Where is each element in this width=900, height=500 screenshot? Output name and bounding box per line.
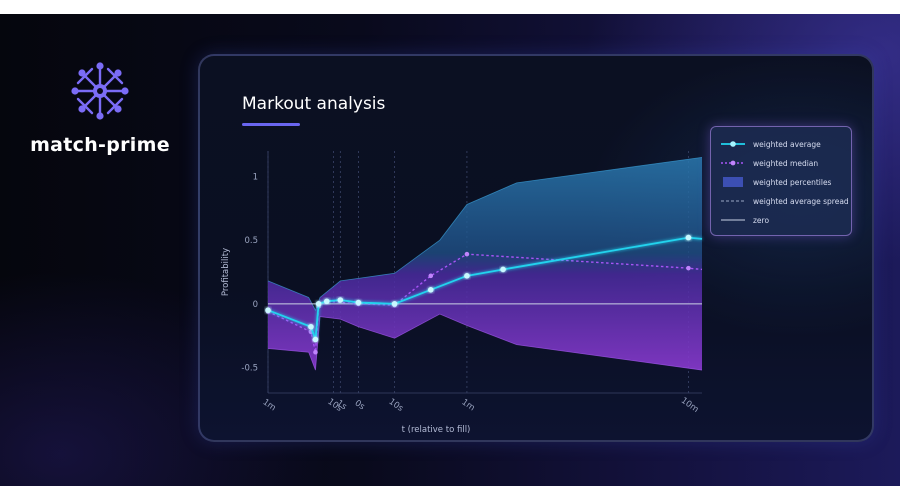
screenshot-background: match-prime Markout analysis 1 0.5 0- bbox=[0, 14, 900, 486]
brand-name: match-prime bbox=[30, 134, 170, 156]
percentile-upper-edge bbox=[267, 156, 703, 312]
legend-label: zero bbox=[753, 215, 770, 225]
weighted-average-point bbox=[685, 234, 692, 241]
y-tick-label: -0.5 bbox=[241, 364, 258, 374]
weighted-average-point bbox=[323, 298, 330, 305]
y-tick-label: 0.5 bbox=[244, 236, 258, 246]
weighted-average-point bbox=[315, 301, 322, 307]
title-underline bbox=[242, 123, 300, 126]
legend-label: weighted percentiles bbox=[753, 177, 832, 187]
legend-item-weighted-average-spread: weighted average spread bbox=[721, 194, 849, 208]
weighted-average-point bbox=[355, 299, 362, 306]
legend-item-weighted-median: weighted median bbox=[721, 156, 818, 170]
y-axis-title: Profitability bbox=[221, 248, 231, 296]
y-tick-label: 1 bbox=[253, 172, 258, 182]
weighted-median-point bbox=[428, 273, 434, 279]
legend-label: weighted median bbox=[753, 158, 819, 168]
x-tick-label: 1m bbox=[261, 397, 278, 413]
legend-item-weighted-percentiles: weighted percentiles bbox=[721, 175, 831, 189]
weighted-average-point bbox=[500, 266, 506, 273]
chart-title: Markout analysis bbox=[242, 94, 386, 114]
brand-block: match-prime bbox=[30, 58, 170, 156]
legend-swatch-zero bbox=[721, 219, 745, 221]
legend-label: weighted average spread bbox=[753, 196, 849, 206]
legend-swatch-weighted-percentiles bbox=[723, 177, 743, 187]
weighted-percentiles-band bbox=[268, 157, 702, 371]
series-layer bbox=[265, 234, 703, 355]
legend-swatch-weighted-average-spread bbox=[721, 200, 745, 202]
legend-swatch-weighted-median bbox=[721, 160, 745, 166]
x-tick-label: 10s bbox=[387, 397, 406, 414]
weighted-average-point bbox=[308, 323, 314, 330]
weighted-average-point bbox=[312, 336, 319, 343]
weighted-median-point bbox=[313, 349, 318, 355]
legend-item-weighted-average: weighted average bbox=[721, 137, 821, 151]
weighted-average-point bbox=[265, 307, 271, 314]
weighted-median-point bbox=[686, 265, 691, 271]
network-star-icon bbox=[71, 62, 129, 120]
y-tick-label: 0 bbox=[253, 300, 258, 310]
x-tick-label: 10m bbox=[679, 396, 700, 415]
chart-panel: Markout analysis 1 0.5 0 -0.5 1m 10s 1s 0s 10s 1m… bbox=[198, 54, 874, 442]
weighted-average-point bbox=[464, 273, 470, 279]
weighted-average-point bbox=[337, 297, 344, 303]
weighted-average-point bbox=[427, 287, 434, 293]
legend-swatch-weighted-average bbox=[721, 141, 745, 147]
percentile-band-layer bbox=[267, 156, 703, 371]
legend-item-zero: zero bbox=[721, 213, 769, 227]
x-axis-title: t (relative to fill) bbox=[402, 425, 471, 435]
percentile-lower-edge bbox=[267, 313, 703, 371]
weighted-average-point bbox=[391, 301, 398, 307]
x-tick-label: 0s bbox=[353, 398, 367, 412]
chart-legend: weighted average weighted median weighte… bbox=[710, 126, 852, 236]
legend-label: weighted average bbox=[753, 139, 821, 149]
weighted-median-point bbox=[464, 251, 470, 257]
x-tick-label: 1m bbox=[460, 397, 477, 413]
